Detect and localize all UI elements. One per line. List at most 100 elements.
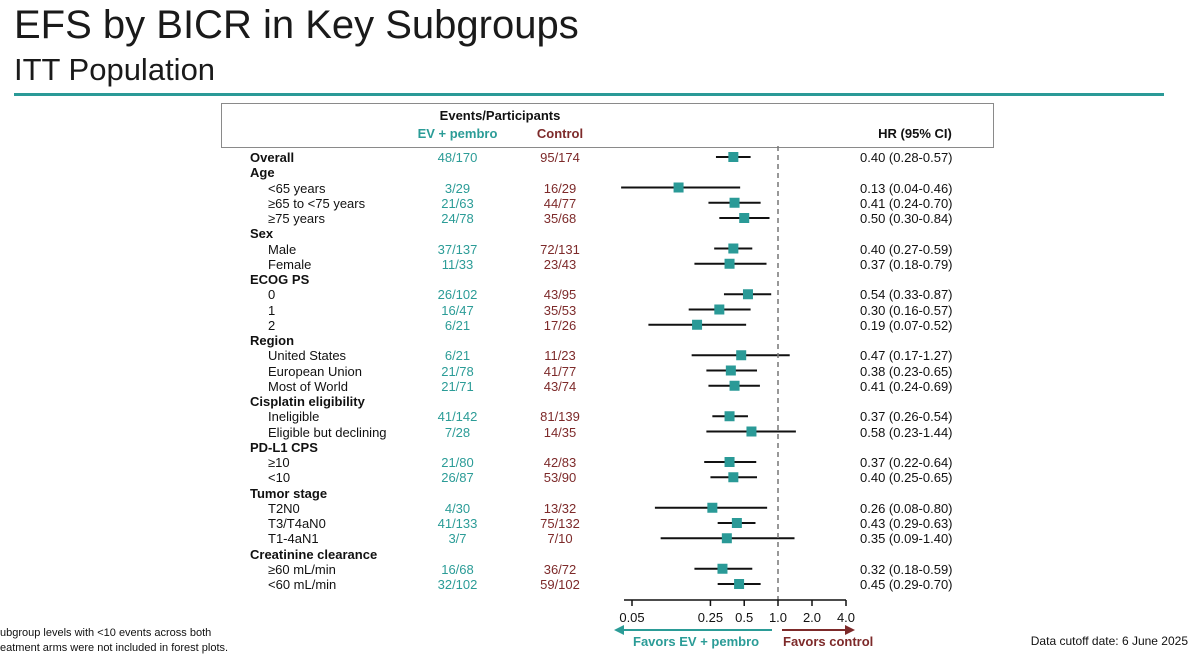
control-events-cell: 35/53 — [543, 302, 577, 318]
hr-marker — [746, 426, 757, 437]
hr-ci-cell: 0.41 (0.24-0.69) — [860, 378, 953, 394]
hr-marker — [728, 472, 739, 483]
ev-events-cell: 26/102 — [437, 287, 478, 303]
control-events-cell: 59/102 — [540, 577, 580, 592]
subgroup-label: ≥75 years — [268, 211, 325, 226]
control-events-cell: 75/132 — [540, 516, 580, 531]
subgroup-heading: Overall — [250, 150, 295, 165]
x-tick-label: 1.0 — [768, 610, 788, 625]
control-events-cell: 44/77 — [543, 195, 577, 211]
hr-ci-cell: 0.37 (0.22-0.64) — [860, 455, 953, 470]
subgroup-label: Eligible but declining — [268, 424, 387, 440]
subgroup-heading: Region — [250, 333, 295, 348]
ev-events-cell: 11/33 — [441, 256, 474, 272]
control-events-cell: 23/43 — [543, 256, 577, 272]
ev-events-cell: 24/78 — [441, 211, 474, 226]
subgroup-label: ≥60 mL/min — [268, 561, 336, 577]
hr-ci-cell: 0.54 (0.33-0.87) — [860, 287, 953, 303]
footnote-line: ubgroup levels with <10 events across bo… — [0, 627, 212, 639]
page-title: EFS by BICR in Key Subgroups — [14, 3, 579, 47]
ev-events-cell: 41/142 — [437, 409, 478, 425]
favors-ev-label: Favors EV + pembro — [633, 634, 760, 649]
hr-ci-cell: 0.58 (0.23-1.44) — [860, 424, 953, 440]
hr-marker — [728, 243, 739, 254]
hr-ci-cell: 0.40 (0.25-0.65) — [860, 470, 953, 486]
ev-events-cell: 41/133 — [437, 516, 478, 531]
control-events-cell: 17/26 — [543, 317, 577, 333]
hr-ci-cell: 0.37 (0.26-0.54) — [860, 409, 953, 425]
subgroup-label: 2 — [268, 317, 276, 333]
hr-marker — [731, 518, 742, 528]
ev-events-cell: 26/87 — [441, 470, 474, 486]
control-events-cell: 14/35 — [543, 424, 577, 440]
hr-ci-cell: 0.19 (0.07-0.52) — [860, 317, 953, 333]
hr-ci-cell: 0.30 (0.16-0.57) — [860, 302, 953, 318]
hr-ci-cell: 0.45 (0.29-0.70) — [860, 577, 953, 592]
ev-pembro-header: EV + pembro — [417, 126, 498, 141]
control-events-cell: 43/95 — [543, 287, 577, 303]
x-tick-label: 0.25 — [697, 610, 724, 625]
subgroup-label: ≥65 to <75 years — [268, 195, 366, 211]
hr-ci-cell: 0.35 (0.09-1.40) — [860, 531, 953, 547]
hr-ci-cell: 0.32 (0.18-0.59) — [860, 561, 953, 577]
hr-ci-cell: 0.41 (0.24-0.70) — [860, 195, 953, 211]
ev-events-cell: 4/30 — [444, 500, 471, 516]
ev-events-cell: 16/68 — [441, 561, 474, 577]
subgroup-label: 0 — [268, 287, 276, 303]
hr-marker — [742, 289, 753, 300]
hr-marker — [707, 502, 718, 513]
control-events-cell: 43/74 — [543, 378, 577, 394]
footnote: ubgroup levels with <10 events across bo… — [0, 626, 228, 656]
x-tick-label: 0.05 — [619, 610, 645, 625]
subgroup-label: <60 mL/min — [268, 577, 337, 592]
ev-events-cell: 21/78 — [441, 363, 474, 379]
hr-marker — [714, 304, 725, 315]
subgroup-heading: Age — [250, 165, 275, 181]
page-subtitle: ITT Population — [14, 52, 216, 87]
subgroup-label: Male — [268, 241, 297, 257]
control-events-cell: 42/83 — [543, 455, 577, 470]
hr-marker — [734, 579, 745, 589]
x-tick-label: 0.5 — [735, 610, 754, 625]
hr-ci-cell: 0.47 (0.17-1.27) — [860, 348, 953, 364]
subgroup-label: 1 — [268, 302, 276, 318]
hr-ci-cell: 0.26 (0.08-0.80) — [860, 500, 953, 516]
hr-marker — [724, 411, 735, 422]
ev-events-cell: 48/170 — [437, 150, 478, 165]
subgroup-heading: Tumor stage — [250, 485, 328, 501]
subgroup-label: Most of World — [268, 378, 348, 394]
control-events-cell: 7/10 — [547, 531, 573, 547]
subgroup-label: T1-4aN1 — [268, 531, 319, 547]
x-tick-label: 2.0 — [802, 610, 822, 625]
x-tick-label: 4.0 — [836, 610, 856, 625]
subgroup-heading: Creatinine clearance — [250, 546, 378, 562]
subgroup-label: United States — [268, 348, 347, 364]
hr-marker — [736, 350, 747, 361]
hr-marker — [728, 152, 739, 162]
subgroup-label: ≥10 — [268, 455, 290, 470]
ev-events-cell: 21/63 — [441, 195, 474, 211]
subgroup-heading: ECOG PS — [250, 272, 310, 287]
subgroup-label: European Union — [268, 363, 362, 379]
hr-ci-cell: 0.40 (0.27-0.59) — [860, 241, 953, 257]
control-header: Control — [536, 126, 584, 141]
hr-marker — [724, 457, 735, 467]
hr-ci-header: HR (95% CI) — [878, 126, 952, 141]
hr-marker — [721, 533, 732, 544]
subgroup-label: <65 years — [268, 180, 326, 196]
hr-marker — [729, 380, 740, 391]
ev-events-cell: 37/137 — [437, 241, 478, 257]
ev-events-cell: 6/21 — [444, 317, 471, 333]
footnote-line: eatment arms were not included in forest… — [0, 642, 229, 654]
hr-marker — [739, 213, 750, 223]
subgroup-label: Female — [268, 256, 312, 272]
hr-ci-cell: 0.37 (0.18-0.79) — [860, 256, 953, 272]
control-events-cell: 16/29 — [543, 180, 577, 196]
control-events-cell: 53/90 — [543, 470, 577, 486]
hr-ci-cell: 0.50 (0.30-0.84) — [860, 211, 953, 226]
subgroup-heading: Sex — [250, 226, 274, 242]
hr-marker — [717, 563, 728, 574]
hr-marker — [673, 182, 684, 193]
hr-marker — [724, 258, 735, 269]
